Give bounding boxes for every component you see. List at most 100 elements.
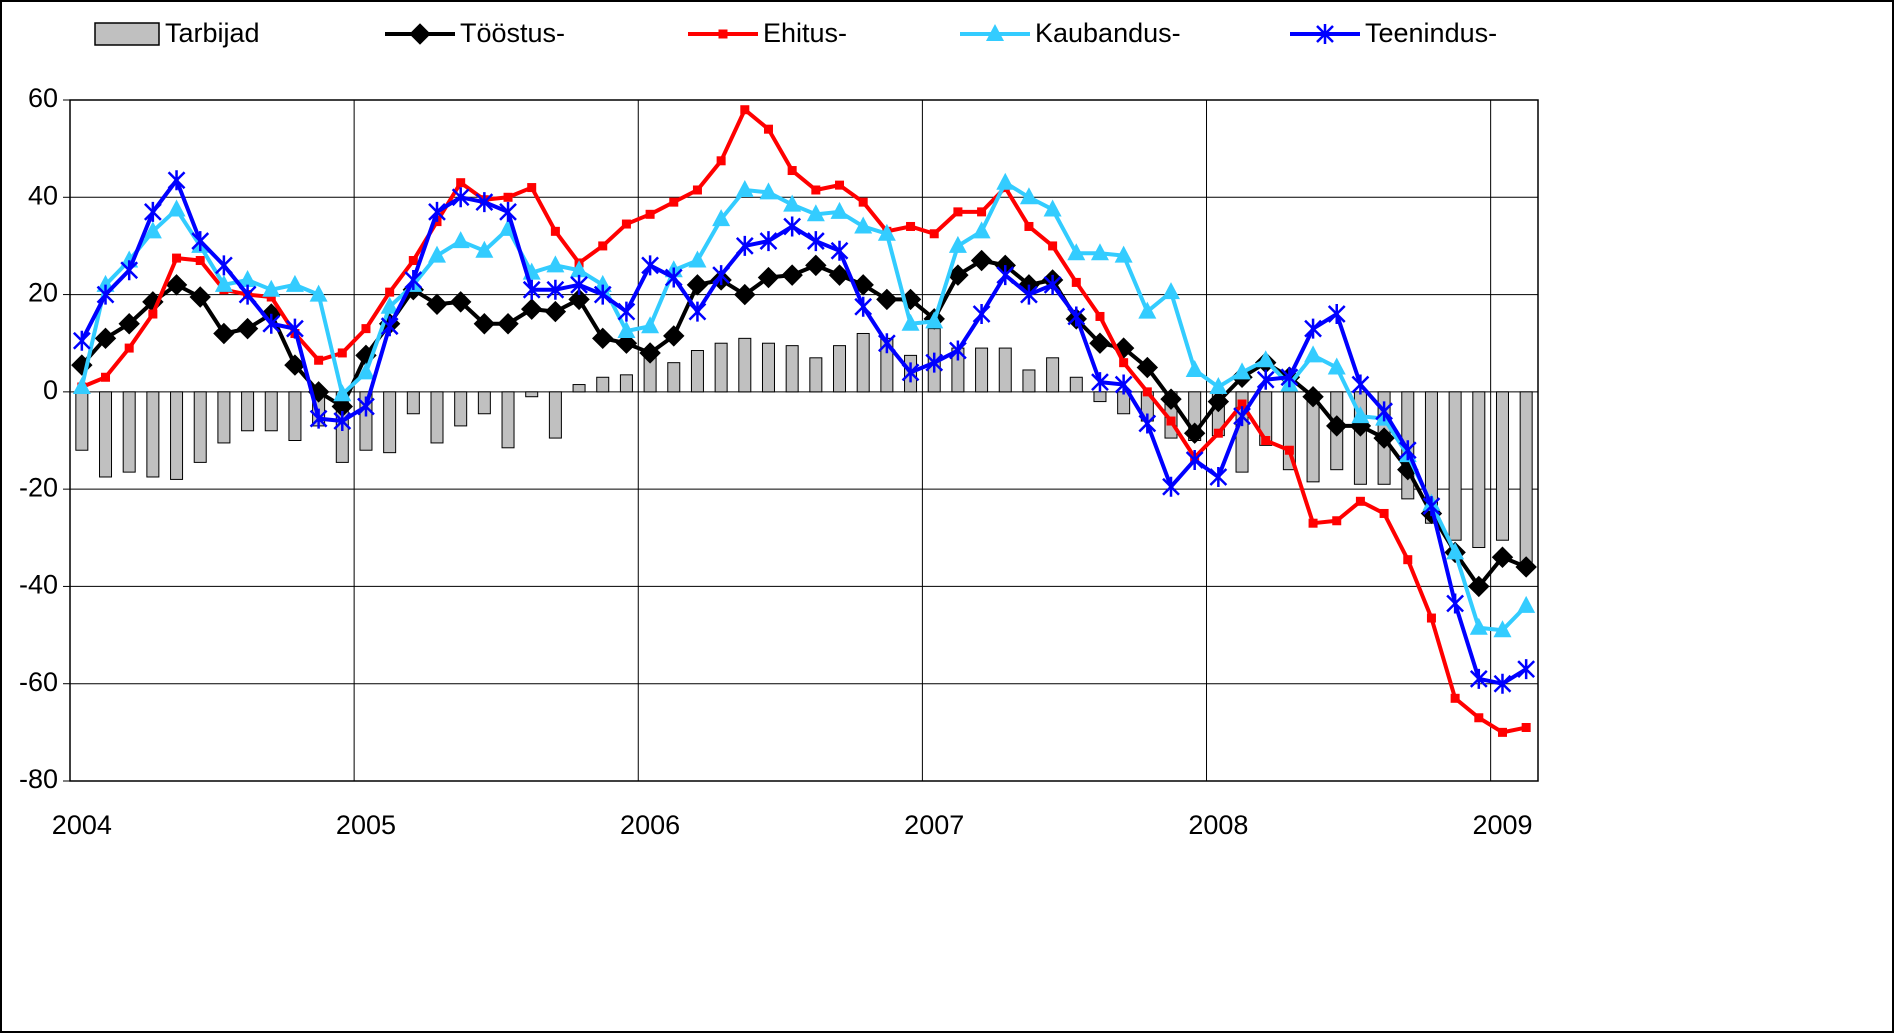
marker (996, 172, 1015, 190)
marker (475, 192, 494, 213)
bar (146, 391, 160, 478)
marker (1521, 722, 1531, 732)
marker (593, 274, 612, 292)
marker (617, 321, 636, 339)
marker (1071, 277, 1081, 287)
marker (570, 274, 588, 295)
bar (406, 391, 420, 415)
marker (806, 204, 825, 222)
bar (477, 391, 491, 415)
y-tick-label: 40 (28, 180, 58, 210)
y-tick-label: -80 (19, 764, 58, 794)
marker (1304, 318, 1322, 339)
marker (639, 342, 661, 364)
marker (1095, 311, 1105, 321)
bar (998, 347, 1012, 393)
bar (785, 345, 799, 393)
x-tick-label: 2008 (1188, 810, 1248, 840)
marker (1256, 350, 1275, 368)
legend-marker-shape (718, 29, 728, 39)
marker (1138, 413, 1157, 434)
marker (380, 316, 399, 337)
marker (522, 279, 541, 300)
marker (686, 274, 709, 296)
legend-label: Teenindus- (1365, 18, 1497, 48)
marker (333, 384, 352, 402)
marker (1497, 727, 1507, 737)
marker (1119, 358, 1129, 368)
marker (1160, 388, 1182, 410)
marker (712, 265, 731, 286)
marker (1233, 406, 1251, 427)
bar (1495, 391, 1509, 541)
x-tick-label: 2006 (620, 810, 680, 840)
marker (213, 322, 235, 345)
bar (856, 332, 870, 393)
marker (977, 207, 987, 217)
marker (1304, 345, 1323, 363)
marker (266, 292, 276, 302)
marker (996, 265, 1015, 286)
marker (1375, 401, 1393, 422)
legend-marker (409, 23, 431, 45)
marker (1327, 304, 1346, 325)
marker (451, 231, 470, 249)
legend-marker-shape (986, 24, 1004, 41)
marker (759, 231, 778, 252)
marker (428, 245, 446, 263)
marker (806, 231, 825, 252)
marker (854, 216, 873, 234)
bar (501, 391, 515, 449)
bar (833, 345, 847, 393)
marker (1398, 440, 1417, 461)
x-tick-label: 2004 (52, 810, 112, 840)
marker (148, 309, 158, 319)
marker (688, 250, 707, 268)
marker (1114, 374, 1133, 395)
marker (503, 192, 513, 202)
marker (663, 325, 685, 347)
marker (1422, 496, 1441, 517)
marker (1326, 415, 1348, 437)
marker (101, 372, 111, 382)
bar (1022, 369, 1036, 393)
marker (428, 201, 446, 222)
marker (380, 296, 399, 314)
lines (71, 105, 1537, 737)
marker (449, 291, 472, 313)
marker (1166, 416, 1176, 426)
marker (1379, 508, 1389, 518)
bar (122, 391, 136, 473)
bar (667, 362, 681, 393)
marker (716, 156, 726, 166)
marker (1308, 518, 1318, 528)
bar (264, 391, 278, 432)
bar (1259, 391, 1273, 446)
marker (1517, 595, 1536, 613)
marker (645, 209, 655, 219)
marker (94, 327, 117, 350)
legend: Tarbijad Tööstus- Ehitus- Kaubandus- Teenind… (94, 18, 1497, 48)
marker (735, 235, 754, 256)
marker (1213, 428, 1223, 438)
bar (619, 374, 633, 393)
marker (783, 216, 802, 237)
marker (118, 313, 140, 335)
marker (546, 255, 565, 273)
marker (735, 179, 754, 197)
bar (1448, 391, 1462, 541)
marker (1048, 241, 1058, 251)
marker (901, 313, 920, 331)
marker (550, 226, 560, 236)
bar (193, 391, 207, 463)
bar (714, 342, 728, 393)
legend-label: Tööstus- (460, 18, 565, 48)
marker (238, 284, 257, 305)
marker (361, 324, 371, 334)
marker (172, 253, 182, 263)
marker (521, 298, 543, 320)
bar (241, 391, 255, 432)
marker (236, 317, 259, 340)
y-tick-label: -20 (19, 472, 58, 502)
